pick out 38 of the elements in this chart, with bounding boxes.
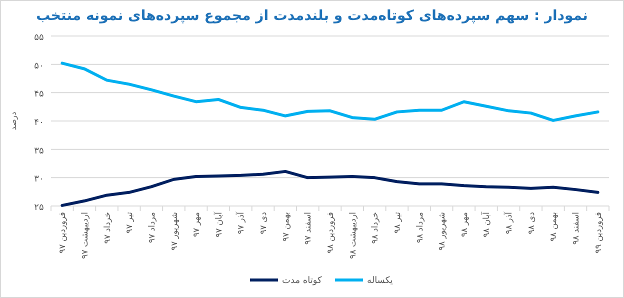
x-tick-label: فروردین ۹۹ (594, 212, 604, 254)
x-tick-label: اردیبهشت ۹۸ (348, 212, 358, 259)
legend-label: کوتاه مدت (282, 276, 322, 286)
x-tick-label: دی ۹۷ (259, 212, 270, 234)
x-tick-label: اسفند ۹۷ (304, 212, 314, 245)
x-tick-label: شهریور ۹۷ (170, 212, 180, 250)
x-tick-label: آبان ۹۷ (213, 211, 224, 238)
x-tick-label: فروردین ۹۸ (326, 212, 336, 254)
x-tick-label: مهر ۹۸ (460, 212, 470, 238)
x-tick-label: اردیبهشت ۹۷ (80, 212, 90, 259)
x-tick-label: بهمن ۹۸ (549, 212, 560, 242)
y-axis-title: درصد (9, 111, 18, 130)
x-tick-label: آبان ۹۸ (481, 211, 492, 238)
y-tick-label: ۴۰ (34, 118, 44, 128)
y-tick-label: ۳۰ (34, 174, 44, 185)
x-tick-label: آذر ۹۷ (236, 211, 247, 234)
y-tick-label: ۵۵ (34, 33, 44, 43)
y-tick-label: ۲۵ (34, 203, 44, 213)
x-tick-label: اسفند ۹۸ (572, 212, 582, 245)
x-tick-label: آذر ۹۸ (504, 211, 515, 234)
x-tick-label: تیر ۹۷ (125, 211, 136, 234)
legend-label: یکساله (367, 276, 394, 286)
y-tick-label: ۳۵ (34, 146, 44, 156)
y-tick-label: ۵۰ (34, 61, 44, 72)
x-tick-label: مرداد ۹۷ (147, 212, 158, 244)
chart-title: نمودار : سهم سپرده‌های کوتاه‌مدت و بلندمدت از مجموع سپرده‌های نمونه منتخب (36, 8, 588, 24)
line-series (60, 170, 600, 207)
x-tick-label: تیر ۹۸ (392, 211, 403, 234)
y-tick-label: ۴۵ (34, 90, 44, 100)
x-tick-label: خرداد ۹۷ (102, 212, 113, 244)
x-tick-label: خرداد ۹۸ (370, 212, 381, 244)
x-tick-label: دی ۹۸ (526, 212, 537, 234)
x-tick-label: فروردین ۹۷ (58, 212, 68, 254)
line-series (60, 62, 600, 122)
x-tick-label: مهر ۹۷ (192, 212, 202, 238)
x-tick-label: شهریور ۹۸ (438, 212, 448, 250)
x-tick-label: بهمن ۹۷ (281, 212, 292, 242)
x-tick-label: مرداد ۹۸ (415, 212, 426, 244)
